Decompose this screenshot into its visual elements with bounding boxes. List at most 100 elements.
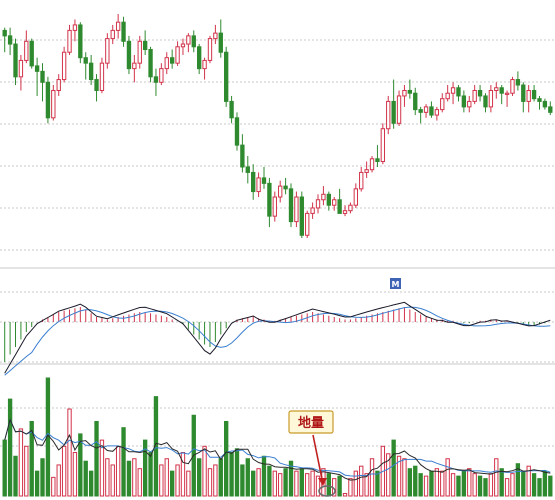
candle-up [402,89,407,97]
volume-bar-down [7,398,13,497]
candle-down [234,117,240,146]
candle-down [121,21,126,42]
volume-bar-up [99,439,105,497]
volume-bar-down [121,427,126,497]
volume-bar-down [537,478,542,497]
candle-up [434,109,440,116]
volume-bar-down [251,470,256,497]
candle-up [380,128,386,163]
candle-up [256,177,261,193]
annotation-arrow-line [312,434,324,485]
candle-down [148,49,153,78]
candle-up [526,89,531,102]
candle-up [396,95,402,124]
volume-bar-down [126,460,132,497]
volume-bar-up [18,428,24,497]
candle-down [548,106,553,113]
volume-bar-down [2,439,7,497]
candle-down [240,144,245,168]
candle-down [261,177,267,184]
candle-down [283,185,288,190]
annotation-arrow-head [318,478,327,486]
candle-down [78,24,83,59]
candle-up [310,207,315,214]
candle-up [164,57,169,70]
macd-dif-line [4,301,551,374]
candle-up [51,89,56,119]
volume-bar-up [72,452,78,497]
volume-bar-down [477,475,483,497]
volume-bar-down [418,473,423,497]
candle-up [467,100,472,108]
candle-up [488,89,494,108]
volume-bar-down [461,470,467,497]
volume-bar-up [494,458,499,497]
candle-down [537,98,542,102]
volume-bar-up [310,470,315,497]
candle-up [61,51,67,81]
candle-up [67,29,72,53]
candle-down [483,95,488,108]
candle-up [99,62,105,91]
candle-down [288,188,294,223]
volume-bar-down [299,468,304,497]
volume-bar-down [234,448,240,497]
candle-up [445,92,450,100]
volume-bar-up [213,464,218,497]
candle-up [24,40,29,61]
candle-down [245,166,250,173]
candle-up [132,62,137,70]
candle-up [348,204,353,212]
candle-up [72,24,78,31]
volume-bar-down [326,473,331,497]
volume-bar-up [272,470,277,497]
candle-up [278,185,283,198]
volume-bar-up [105,458,110,497]
volume-bar-up [445,458,450,497]
candle-down [153,76,159,83]
candle-down [126,40,132,70]
volume-bar-up [472,473,477,497]
volume-bar-down [261,455,267,497]
candle-down [429,106,434,116]
candle-down [456,87,461,97]
volume-bar-up [115,445,121,497]
candle-up [353,188,359,206]
candle-up [321,193,326,201]
candle-down [515,79,521,86]
volume-bar-down [13,455,18,497]
volume-bar-up [24,445,29,497]
volume-ma-line-10 [4,418,551,477]
candle-down [13,43,18,78]
volume-bar-down [88,470,94,497]
volume-bar-up [396,455,402,497]
volume-bar-down [283,468,288,497]
candle-down [299,196,304,236]
volume-bar-up [315,475,321,497]
candle-up [305,212,310,236]
volume-bar-up [423,475,429,497]
candle-up [202,59,207,70]
candle-down [391,100,396,124]
volume-bar-down [515,463,521,497]
volume-bar-up [305,473,310,497]
candle-down [191,35,196,48]
volume-bar-up [294,470,299,497]
candle-up [105,38,110,64]
candle-down [229,100,234,119]
candle-down [34,65,40,72]
volume-bar-down [148,452,153,497]
volume-bar-up [51,476,56,497]
volume-bar-up [369,458,375,497]
candle-up [342,210,348,214]
macd-panel [4,301,551,376]
candle-up [175,46,180,64]
candle-down [407,89,413,94]
volume-bar-up [386,453,391,497]
candle-up [207,38,213,61]
volume-bar-up [186,470,191,497]
candle-down [7,35,13,45]
low-volume-annotation: 地量 [288,410,336,497]
